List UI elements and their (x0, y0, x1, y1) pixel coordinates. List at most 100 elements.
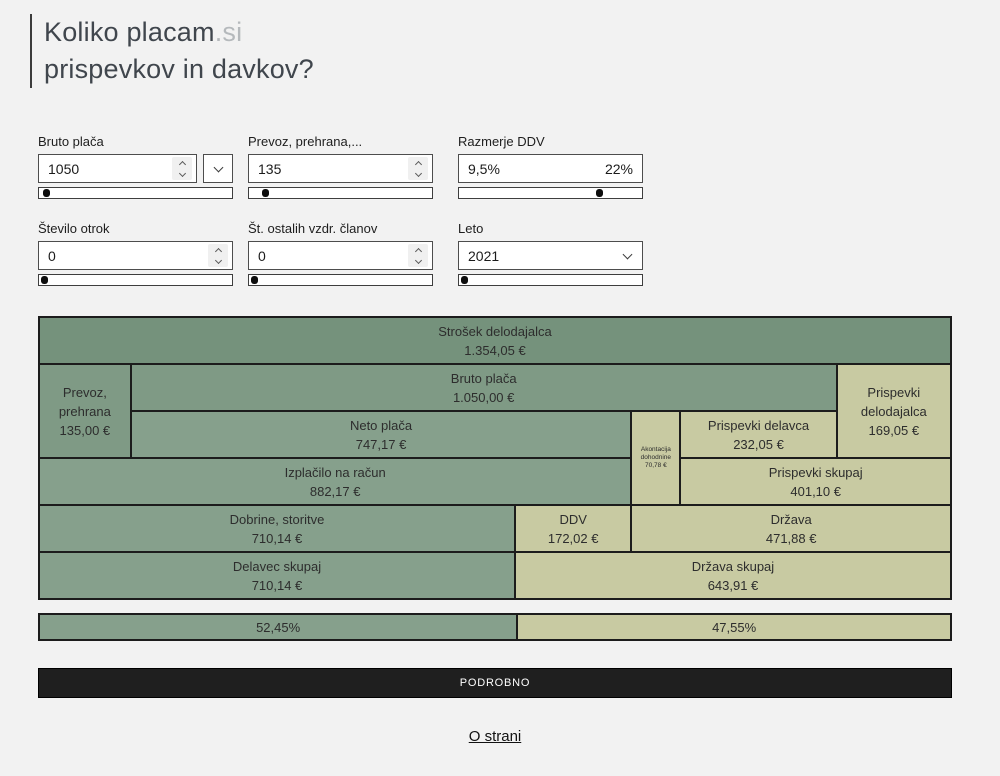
percent-cell-drzava[interactable]: 47,55% (518, 615, 950, 639)
title-line-2: prispevkov in davkov? (44, 54, 314, 84)
treemap-cell-drzava[interactable]: Država 471,88 € (632, 506, 950, 551)
about-row: O strani (38, 728, 952, 746)
treemap-cell-akontacija-dohodnine[interactable]: Akontacija dohodnine 70,78 € (632, 412, 680, 504)
slider-thumb[interactable] (42, 189, 50, 197)
stevilo-otrok-label: Število otrok (38, 221, 110, 236)
page-header: Koliko placam.si prispevkov in davkov? (0, 0, 1000, 88)
slider-thumb[interactable] (40, 276, 48, 284)
control-leto: Leto 2021 (458, 221, 643, 286)
prevoz-prehrana-value: 135 (258, 160, 282, 177)
chevron-up-icon (214, 247, 222, 255)
treemap-cell-neto-placa[interactable]: Neto plača 747,17 € (131, 412, 631, 457)
percent-left-label: 52,45% (256, 619, 301, 635)
cell-value: 232,05 € (733, 436, 784, 452)
leto-inputs: 2021 (458, 241, 643, 270)
chevron-up-icon (414, 247, 422, 255)
percent-cell-delavec[interactable]: 52,45% (40, 615, 517, 639)
leto-dropdown[interactable]: 2021 (458, 241, 643, 270)
title-line-1: Koliko placam.si (44, 14, 1000, 51)
razmerje-ddv-slider[interactable] (458, 187, 643, 199)
treemap-cell-delavec-skupaj[interactable]: Delavec skupaj 710,14 € (40, 553, 514, 598)
title-suffix: .si (214, 17, 243, 47)
chevron-down-icon (213, 162, 223, 173)
treemap-chart: Strošek delodajalca 1.354,05 € Prevoz, p… (38, 316, 952, 600)
treemap-cell-izplacilo-na-racun[interactable]: Izplačilo na račun 882,17 € (40, 459, 631, 504)
cell-label: Delavec skupaj (232, 558, 322, 574)
spinner-icon[interactable] (208, 244, 228, 267)
bruto-placa-inputs: 1050 (38, 154, 233, 183)
slider-thumb[interactable] (460, 276, 468, 284)
chevron-down-icon (178, 169, 186, 177)
cell-label: Država (770, 511, 812, 527)
chevron-up-icon (178, 160, 186, 168)
cell-value: 1.354,05 € (464, 342, 526, 358)
cell-value: 169,05 € (868, 422, 920, 438)
cell-value: 882,17 € (309, 483, 361, 499)
leto-slider[interactable] (458, 274, 643, 286)
prevoz-prehrana-inputs: 135 (248, 154, 433, 183)
treemap-cell-prispevki-delodajalca[interactable]: Prispevki delodajalca 169,05 € (837, 365, 950, 457)
treemap-cell-bruto-placa[interactable]: Bruto plača 1.050,00 € (131, 365, 836, 410)
page-title: Koliko placam.si prispevkov in davkov? (30, 14, 1000, 88)
cell-label: Prispevki skupaj (768, 464, 863, 480)
slider-thumb[interactable] (261, 189, 269, 197)
cell-label: Neto plača (349, 417, 413, 433)
bruto-placa-dropdown-button[interactable] (203, 154, 233, 183)
cell-value: 172,02 € (547, 530, 599, 546)
prevoz-prehrana-input[interactable]: 135 (248, 154, 433, 183)
cell-value: 135,00 € (59, 422, 111, 438)
spinner-icon[interactable] (172, 157, 192, 180)
title-main: Koliko placam (44, 17, 215, 47)
treemap-cell-dobrine-storitve[interactable]: Dobrine, storitve 710,14 € (40, 506, 514, 551)
leto-value: 2021 (468, 247, 500, 264)
bruto-placa-input[interactable]: 1050 (38, 154, 197, 183)
cell-label: Bruto plača (450, 370, 517, 386)
controls-row-1: Bruto plača 1050 Prevoz, prehrana,... 13… (38, 134, 1000, 199)
treemap-cell-ddv[interactable]: DDV 172,02 € (516, 506, 631, 551)
razmerje-ddv-inputs: 9,5% 22% (458, 154, 643, 183)
cell-value: 70,78 € (645, 462, 667, 469)
bruto-placa-slider[interactable] (38, 187, 233, 199)
vzdrzevani-clani-value: 0 (258, 247, 266, 264)
vzdrzevani-clani-slider[interactable] (248, 274, 433, 286)
percent-right-label: 47,55% (712, 619, 757, 635)
stevilo-otrok-input[interactable]: 0 (38, 241, 233, 270)
cell-label: Izplačilo na račun (284, 464, 386, 480)
slider-thumb[interactable] (596, 189, 604, 197)
razmerje-ddv-range-input[interactable]: 9,5% 22% (458, 154, 643, 183)
cell-value: 710,14 € (251, 577, 303, 593)
ddv-high-value: 22% (604, 160, 633, 177)
treemap-cell-prevoz-prehrana[interactable]: Prevoz, prehrana 135,00 € (40, 365, 130, 457)
cell-label: Prispevki delavca (707, 417, 810, 433)
razmerje-ddv-label: Razmerje DDV (458, 134, 545, 149)
chevron-down-icon (622, 249, 633, 260)
treemap-cell-strosek-delodajalca[interactable]: Strošek delodajalca 1.354,05 € (40, 318, 950, 363)
vzdrzevani-clani-input[interactable]: 0 (248, 241, 433, 270)
stevilo-otrok-slider[interactable] (38, 274, 233, 286)
chevron-up-icon (414, 160, 422, 168)
ddv-low-value: 9,5% (468, 160, 500, 177)
prevoz-prehrana-slider[interactable] (248, 187, 433, 199)
cell-value: 710,14 € (251, 530, 303, 546)
chevron-down-icon (214, 256, 222, 264)
vzdrzevani-clani-label: Št. ostalih vzdr. članov (248, 221, 378, 236)
cell-label: Prispevki delodajalca (860, 384, 927, 419)
treemap-cell-prispevki-skupaj[interactable]: Prispevki skupaj 401,10 € (681, 459, 950, 504)
slider-thumb[interactable] (250, 276, 258, 284)
stevilo-otrok-inputs: 0 (38, 241, 233, 270)
treemap-cell-drzava-skupaj[interactable]: Država skupaj 643,91 € (516, 553, 950, 598)
percent-split-bar: 52,45% 47,55% (38, 613, 952, 641)
bruto-placa-label: Bruto plača (38, 134, 104, 149)
cell-value: 1.050,00 € (452, 389, 515, 405)
treemap-cell-prispevki-delavca[interactable]: Prispevki delavca 232,05 € (681, 412, 836, 457)
cell-label: DDV (559, 511, 587, 527)
cell-label: Država skupaj (691, 558, 775, 574)
slicer-panel: Bruto plača 1050 Prevoz, prehrana,... 13… (38, 134, 1000, 286)
spinner-icon[interactable] (408, 157, 428, 180)
spinner-icon[interactable] (408, 244, 428, 267)
cell-value: 401,10 € (790, 483, 841, 499)
podrobno-button[interactable]: PODROBNO (38, 668, 952, 698)
o-strani-link[interactable]: O strani (468, 728, 522, 745)
stevilo-otrok-value: 0 (48, 247, 56, 264)
